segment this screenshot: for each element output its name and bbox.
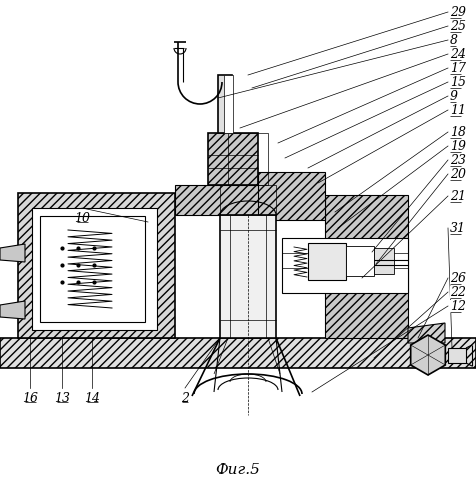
Bar [220, 215, 276, 338]
Bar [224, 75, 233, 133]
Text: 2: 2 [181, 392, 189, 405]
Bar [448, 348, 466, 363]
Text: 16: 16 [22, 392, 38, 405]
Polygon shape [175, 185, 285, 215]
Polygon shape [0, 301, 25, 319]
Text: 26: 26 [450, 272, 466, 284]
Bar [32, 208, 157, 330]
Bar [374, 248, 394, 274]
Bar [346, 246, 374, 276]
Text: 11: 11 [450, 104, 466, 117]
Bar [218, 75, 232, 133]
Text: 10: 10 [74, 212, 90, 225]
Polygon shape [325, 195, 408, 338]
Bar [40, 216, 145, 322]
Text: 12: 12 [450, 300, 466, 312]
Text: 25: 25 [450, 20, 466, 32]
Text: 31: 31 [450, 222, 466, 234]
Polygon shape [258, 172, 325, 220]
Text: 14: 14 [84, 392, 100, 405]
Polygon shape [18, 193, 175, 338]
Text: 15: 15 [450, 76, 466, 88]
Text: 8: 8 [450, 34, 458, 46]
Text: 23: 23 [450, 154, 466, 166]
Text: 13: 13 [54, 392, 70, 405]
Bar [308, 243, 346, 280]
Text: 19: 19 [450, 140, 466, 152]
Polygon shape [408, 323, 445, 343]
Text: 9: 9 [450, 90, 458, 102]
Text: 29: 29 [450, 6, 466, 18]
Text: 24: 24 [450, 48, 466, 60]
Polygon shape [0, 338, 476, 368]
Bar [220, 185, 276, 215]
Text: 18: 18 [450, 126, 466, 138]
Text: 17: 17 [450, 62, 466, 74]
Text: 22: 22 [450, 286, 466, 298]
Bar [228, 133, 268, 185]
Text: 20: 20 [450, 168, 466, 180]
Polygon shape [411, 335, 446, 375]
Polygon shape [0, 244, 25, 262]
Text: 21: 21 [450, 190, 466, 202]
Bar [282, 238, 408, 293]
Polygon shape [208, 133, 258, 185]
Text: Фиг.5: Фиг.5 [216, 463, 260, 477]
